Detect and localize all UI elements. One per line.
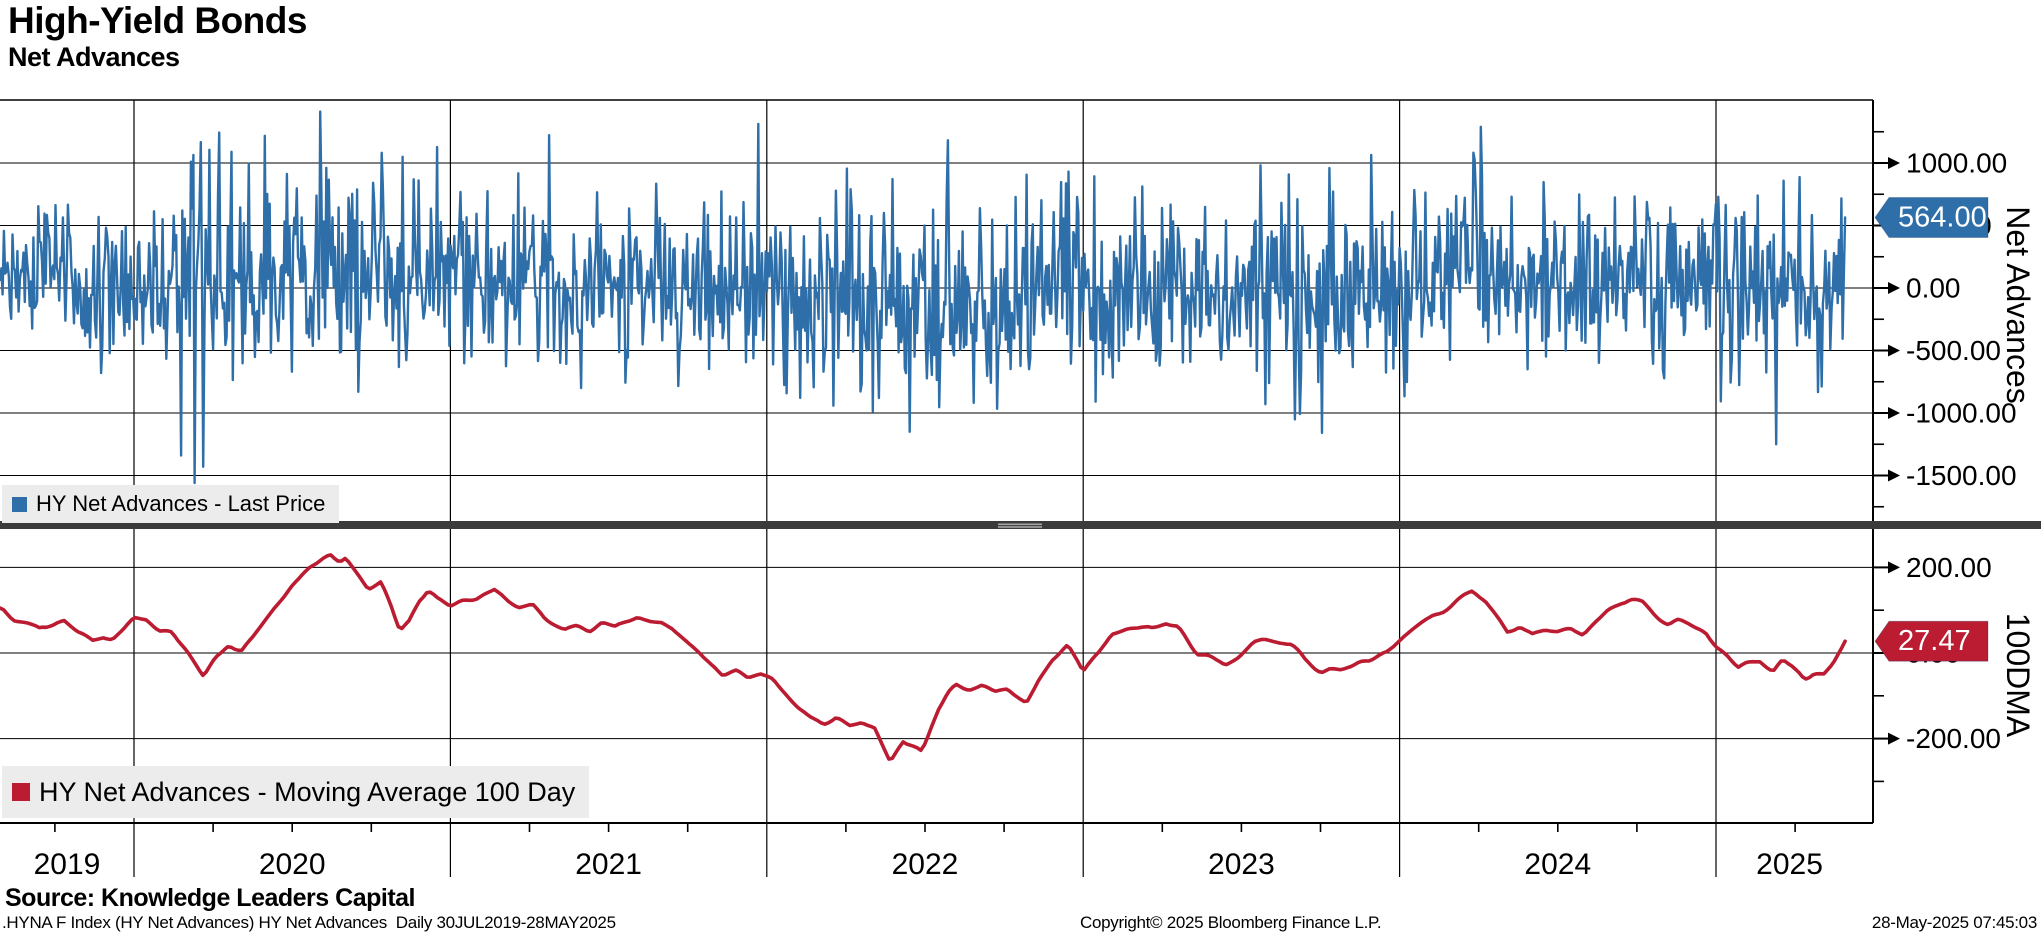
- gridlines: [0, 100, 1873, 877]
- ticker-caption: .HYNA F Index (HY Net Advances) HY Net A…: [2, 913, 616, 932]
- legend-label: HY Net Advances - Last Price: [36, 491, 326, 516]
- x-year-label: 2019: [34, 848, 101, 881]
- y-tick-label: 200.00: [1906, 552, 1992, 583]
- bottom-axis-title: 100DMA: [2000, 613, 2036, 738]
- dma-axis: 200.000.00-200.00: [1873, 552, 2001, 783]
- x-year-label: 2021: [575, 848, 642, 881]
- y-tick-label: 0.00: [1906, 273, 1961, 304]
- copyright-caption: Copyright© 2025 Bloomberg Finance L.P.: [1080, 913, 1382, 932]
- x-year-label: 2024: [1524, 848, 1591, 881]
- timestamp: 28-May-2025 07:45:03: [1871, 913, 2037, 932]
- x-year-label: 2022: [892, 848, 959, 881]
- plot-borders: [0, 99, 1874, 824]
- y-tick-label: -1000.00: [1906, 398, 2017, 429]
- panel-splitter[interactable]: [0, 521, 2041, 529]
- blue-square-marker-icon: [12, 496, 27, 512]
- x-year-label: 2023: [1208, 848, 1275, 881]
- x-axis: 2019 2020 2021 2022 2023 2024 2025: [34, 823, 1823, 881]
- red-square-marker-icon: [12, 783, 30, 801]
- top-axis-title: Net Advances: [2000, 206, 2036, 403]
- last-price-tag-blue[interactable]: 564.00: [1874, 197, 1989, 238]
- hy-net-advances-100dma-series: [0, 553, 1847, 761]
- last-price-tag-red[interactable]: 27.47: [1874, 620, 1989, 662]
- tag-value: 564.00: [1898, 202, 1987, 234]
- net-advances-axis: 1000.00500.000.00-500.00-1000.00-1500.00: [1873, 130, 2017, 508]
- y-tick-label: -200.00: [1906, 723, 2001, 754]
- legend-hy-net-advances-100dma[interactable]: HY Net Advances - Moving Average 100 Day: [2, 766, 590, 818]
- legend-label: HY Net Advances - Moving Average 100 Day: [39, 776, 576, 807]
- source-caption: Source: Knowledge Leaders Capital: [5, 884, 416, 912]
- y-tick-label: 1000.00: [1906, 148, 2007, 179]
- tag-value: 27.47: [1898, 625, 1971, 657]
- page-subtitle: Net Advances: [8, 42, 180, 72]
- x-year-label: 2020: [259, 848, 326, 881]
- legend-hy-net-advances-last-price[interactable]: HY Net Advances - Last Price: [2, 485, 340, 523]
- y-tick-label: -500.00: [1906, 335, 2001, 366]
- hy-net-advances-series: [0, 110, 1847, 485]
- page-title: High-Yield Bonds: [8, 0, 307, 41]
- y-tick-label: -1500.00: [1906, 460, 2017, 491]
- x-year-label: 2025: [1756, 848, 1823, 881]
- axis-titles: Net Advances 100DMA: [2000, 206, 2036, 738]
